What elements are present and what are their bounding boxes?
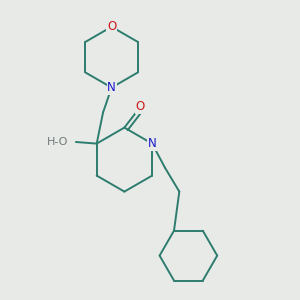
Text: O: O <box>136 100 145 113</box>
Text: N: N <box>148 137 157 150</box>
Text: O: O <box>107 20 116 33</box>
Text: H-O: H-O <box>46 137 68 147</box>
Text: N: N <box>107 81 116 94</box>
